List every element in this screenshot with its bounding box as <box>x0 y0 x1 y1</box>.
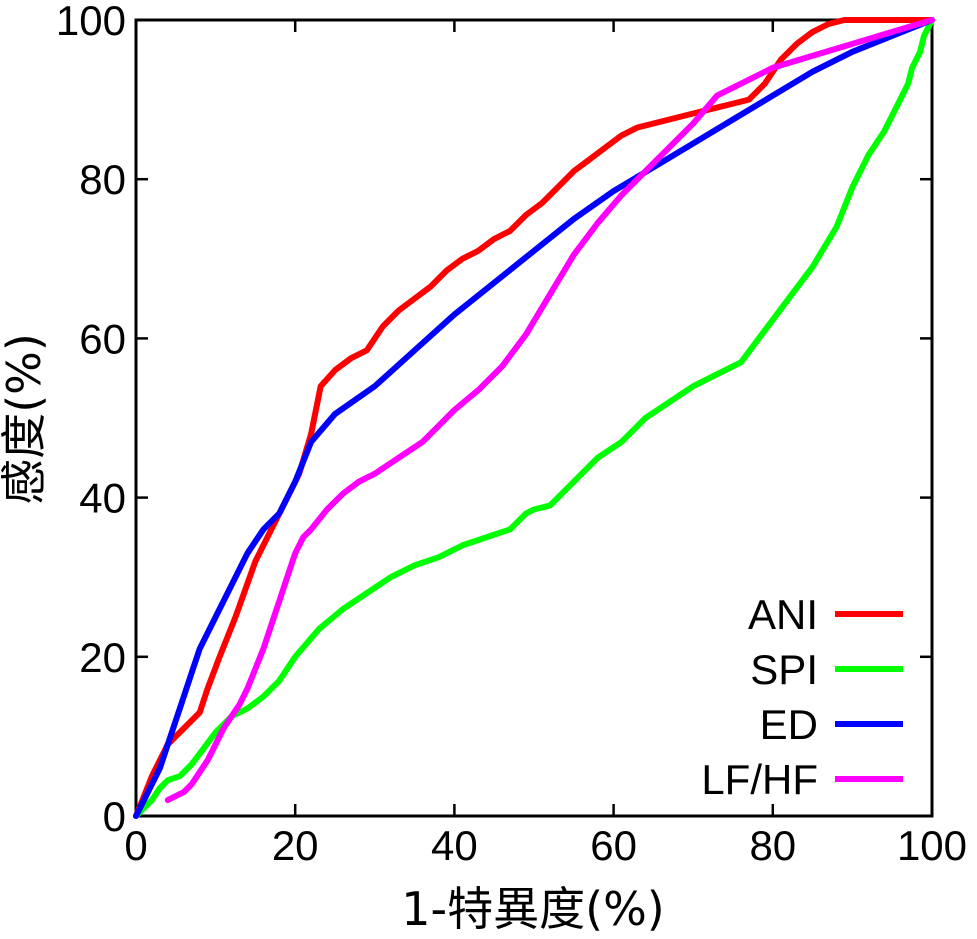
legend-label-spi: SPI <box>750 646 818 693</box>
series-line-spi <box>133 17 935 819</box>
axis-ticks <box>134 18 934 818</box>
series-line-ed <box>133 17 935 819</box>
series-lines <box>133 17 935 819</box>
x-axis-title: 1-特異度(%) <box>401 882 664 936</box>
y-tick-label: 0 <box>103 793 126 840</box>
y-tick-label: 100 <box>56 0 126 44</box>
y-axis-title: 感度(%) <box>0 333 51 505</box>
plot-frame <box>134 18 934 818</box>
x-tick-label: 100 <box>897 822 967 869</box>
x-tick-label: 80 <box>749 822 796 869</box>
x-tick-label: 0 <box>124 822 147 869</box>
legend: ANI SPI ED LF/HF <box>701 591 903 803</box>
y-tick-label: 40 <box>79 475 126 522</box>
series-line-ani <box>133 17 935 819</box>
y-tick-label: 80 <box>79 156 126 203</box>
y-tick-label: 20 <box>79 634 126 681</box>
axis-tick-labels: 0 20 40 60 80 100 0 20 40 60 80 100 <box>56 0 967 869</box>
legend-label-lf-hf: LF/HF <box>701 756 818 803</box>
x-tick-label: 20 <box>272 822 319 869</box>
legend-label-ed: ED <box>760 701 818 748</box>
series-line-lf-hf <box>164 17 935 804</box>
legend-label-ani: ANI <box>748 591 818 638</box>
x-tick-label: 60 <box>590 822 637 869</box>
y-tick-label: 60 <box>79 315 126 362</box>
x-tick-label: 40 <box>431 822 478 869</box>
plot-frame-group <box>134 18 934 818</box>
